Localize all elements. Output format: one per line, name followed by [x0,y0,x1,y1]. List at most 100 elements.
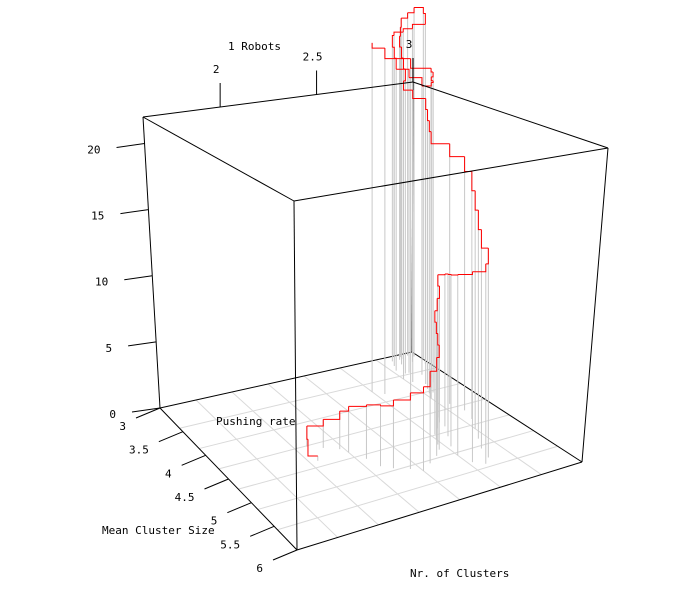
trace-segment [306,419,324,427]
y-tick-label: 3 [119,420,126,433]
drop-lines [306,7,489,471]
trace-segment [393,392,411,401]
trace-segment [477,210,482,231]
trace-segment [399,27,401,37]
trace-segment [410,58,432,69]
trace-segment [472,263,487,273]
grid-line [238,414,510,490]
trace-segment [306,425,308,440]
y-tick-label: 4.5 [175,491,195,504]
trace-segment [430,76,434,82]
trace-segment [402,57,406,70]
grid-line [199,382,461,450]
box-front-edges [142,81,609,551]
trace-segment [435,322,438,335]
x-tick-label: 2.5 [303,51,323,64]
grid-line [195,399,339,538]
z-tick-mark [120,209,149,215]
grid-line [267,383,420,513]
grid-line [277,445,558,531]
box-edge [159,351,413,409]
trace-segment [423,371,431,388]
trace-segment [323,411,341,420]
trace-segment [411,23,426,29]
trace-segment [437,274,440,287]
trace-segment [430,357,438,372]
y-tick-label: 5 [211,515,218,528]
grid-line [339,367,501,488]
z-tick-label: 20 [87,143,100,156]
trace-segment [431,72,434,78]
trace-segment [437,274,446,276]
trace-segment [380,399,394,407]
trace-segment [425,98,428,111]
z-axis-label: Pushing rate [216,415,295,428]
trace-segment [399,36,402,48]
y-tick-mark [249,525,275,537]
box-edge [412,81,609,149]
box-edge [293,147,609,202]
trace-segment [412,90,426,99]
x-tick-label: 3 [406,38,413,51]
trace-segment [400,18,402,28]
floor-grid [179,359,558,538]
z-tick-mark [124,275,153,281]
box-edge [293,200,298,551]
box-edge [142,116,295,202]
trace-segment [371,42,385,49]
box-edge [296,461,583,551]
y-tick-mark [272,549,298,561]
trace-segment [307,439,318,457]
y-tick-mark [158,431,184,443]
z-tick-mark [128,341,157,347]
trace-segment [339,406,350,412]
trace-segment [407,7,415,14]
trace-segment [348,404,367,407]
trace-segment [410,386,424,394]
trace-segment [430,68,434,73]
trace-segment [434,298,438,312]
grid-line [303,375,461,501]
trace-segment [474,190,479,211]
trace-segment [403,68,406,82]
trace-segment [427,109,430,122]
y-tick-label: 4 [165,467,172,480]
trace-segment [437,333,440,346]
box-edge [411,351,583,463]
box-edge [142,116,161,409]
grid-line [179,367,437,429]
trace-segment [457,271,473,276]
grid-line [231,391,379,526]
trace-segment [485,248,489,265]
box-edge [142,81,414,118]
trace-segment [437,286,440,299]
grid-line [257,430,534,510]
trace-segment [447,273,452,275]
box-edge [581,147,609,463]
trace-segment [430,131,450,145]
y-tick-label: 5.5 [220,538,240,551]
trace-segment [464,156,472,173]
y-tick-mark [204,478,229,490]
z-tick-mark [131,407,161,413]
trace-segment [396,68,410,78]
trace-segment [480,229,489,249]
x-tick-label: 2 [213,63,220,76]
trace-segment [414,6,424,14]
trace-segment [401,47,404,59]
trace-segment [402,28,413,33]
grid-line [218,398,485,470]
trace-segment [391,35,394,48]
grid-line [375,359,542,475]
y-tick-mark [135,407,161,419]
chart-title: 1 Robots [228,40,281,53]
x-axis-label: Nr. of Clusters [410,567,509,580]
trace-segment [449,143,465,158]
trace-segment [428,120,432,133]
y-tick-mark [227,502,252,514]
z-tick-label: 15 [91,210,104,223]
trace-segment [384,48,411,60]
trace-segment [436,344,440,359]
